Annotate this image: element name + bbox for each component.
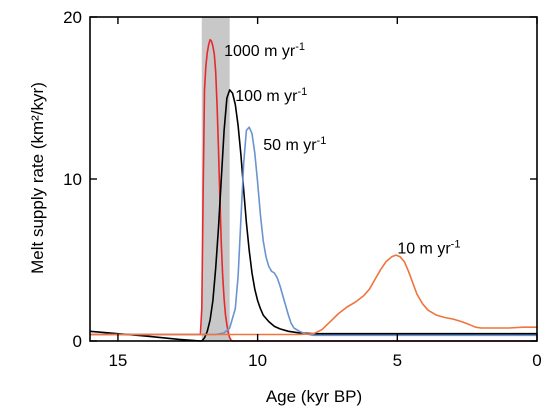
series-line-2 — [89, 89, 537, 342]
y-tick-label: 10 — [63, 170, 82, 189]
series-label-2: 100 m yr-1 — [235, 86, 307, 105]
y-tick-label: 0 — [73, 332, 82, 351]
series-label-4: 10 m yr-1 — [397, 239, 460, 258]
plot-frame — [89, 16, 538, 342]
x-tick-label: 0 — [532, 351, 541, 370]
x-tick-label: 15 — [108, 351, 127, 370]
y-axis-label: Melt supply rate (km²/kyr) — [28, 82, 47, 274]
series-line-3 — [90, 126, 537, 337]
x-tick-label: 10 — [248, 351, 267, 370]
series-labels-layer: 1000 m yr-1 100 m yr-1 50 m yr-1 10 m yr-1 — [224, 41, 460, 258]
x-axis-label: Age (kyr BP) — [266, 387, 362, 406]
series-line-1 — [90, 38, 537, 342]
series-line-4 — [90, 254, 537, 336]
ticks-layer: 15 10 5 0 0 10 20 — [63, 8, 542, 370]
x-tick-label: 5 — [393, 351, 402, 370]
y-tick-label: 20 — [63, 8, 82, 27]
series-label-3: 50 m yr-1 — [263, 135, 326, 154]
series-label-1: 1000 m yr-1 — [224, 41, 305, 60]
series-layer — [89, 38, 537, 342]
axes-layer — [89, 16, 538, 342]
